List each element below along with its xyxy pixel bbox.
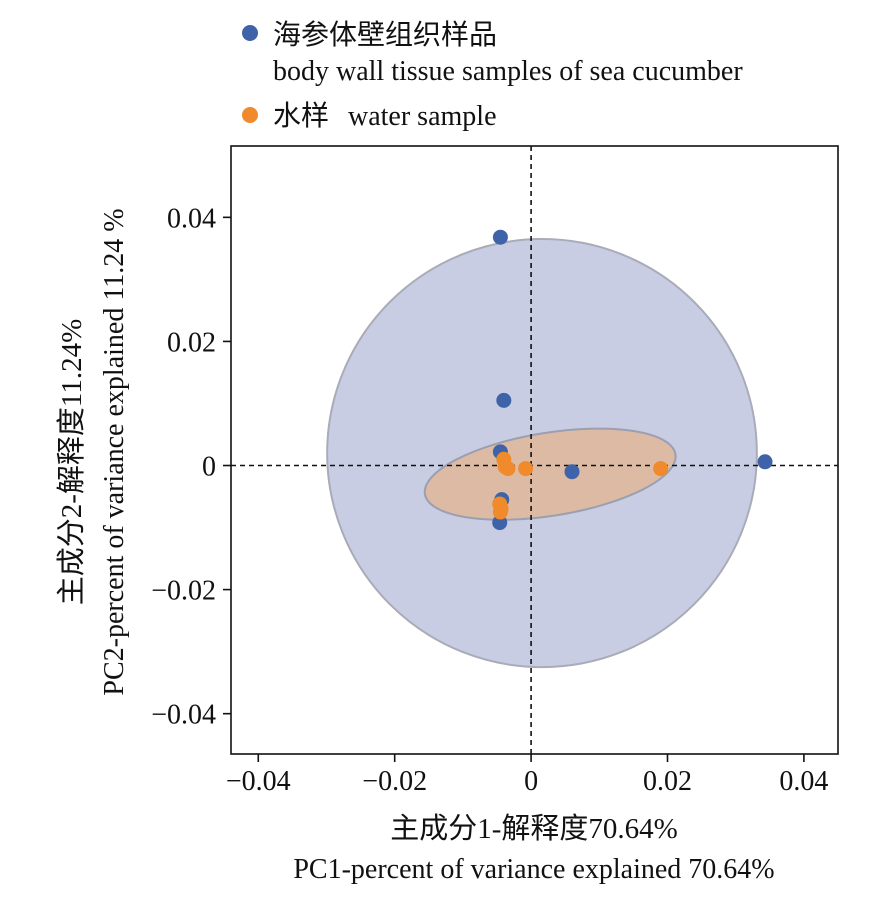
x-tick-label: 0 bbox=[524, 766, 538, 797]
legend-label-body-wall-en: body wall tissue samples of sea cucumber bbox=[273, 56, 743, 87]
x-axis-ticks: −0.04 −0.02 0 0.02 0.04 bbox=[226, 754, 828, 797]
y-tick-label: 0.02 bbox=[167, 327, 216, 358]
legend-label-water-cn: 水样 bbox=[273, 100, 329, 132]
ellipse-water bbox=[423, 427, 677, 521]
point-body-wall bbox=[564, 464, 580, 480]
legend-label-water-en: water sample bbox=[348, 101, 497, 132]
y-axis-ticks: 0.04 0.02 0 −0.02 −0.04 bbox=[151, 203, 231, 731]
data-points bbox=[492, 229, 773, 531]
reference-lines bbox=[231, 146, 838, 754]
y-axis-title-cn: 主成分2-解释度11.24% bbox=[55, 319, 88, 606]
point-water bbox=[518, 461, 534, 477]
y-axis-title-en: PC2-percent of variance explained 11.24 … bbox=[99, 208, 130, 695]
point-water bbox=[500, 461, 516, 477]
y-tick-label: 0 bbox=[202, 452, 216, 483]
point-body-wall bbox=[757, 454, 773, 470]
y-tick-label: −0.04 bbox=[151, 700, 216, 731]
confidence-ellipses bbox=[326, 238, 758, 669]
y-tick-label: 0.04 bbox=[167, 203, 216, 234]
point-body-wall bbox=[492, 229, 508, 245]
y-tick-label: −0.02 bbox=[151, 576, 216, 607]
legend-marker-body-wall bbox=[242, 25, 258, 41]
x-tick-label: −0.04 bbox=[226, 766, 291, 797]
legend: 海参体壁组织样品 body wall tissue samples of sea… bbox=[242, 19, 743, 132]
x-tick-label: 0.04 bbox=[779, 766, 828, 797]
plot-frame bbox=[230, 145, 839, 755]
point-body-wall bbox=[496, 392, 512, 408]
point-water bbox=[492, 504, 508, 520]
x-axis-title-en: PC1-percent of variance explained 70.64% bbox=[293, 854, 774, 885]
x-axis-title-cn: 主成分1-解释度70.64% bbox=[390, 812, 678, 845]
legend-label-body-wall-cn: 海参体壁组织样品 bbox=[273, 19, 497, 51]
point-water bbox=[653, 461, 669, 477]
x-tick-label: −0.02 bbox=[362, 766, 427, 797]
legend-marker-water bbox=[242, 107, 258, 123]
x-tick-label: 0.02 bbox=[643, 766, 692, 797]
